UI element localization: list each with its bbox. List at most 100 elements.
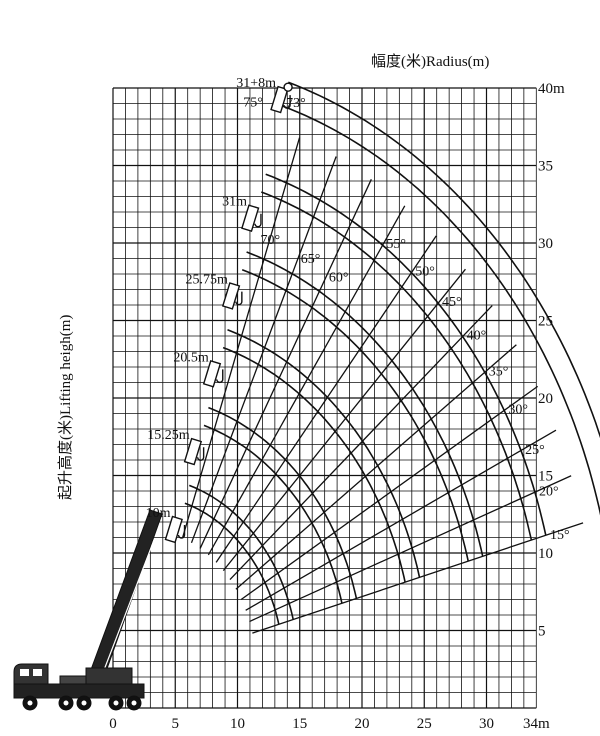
height-axis-title: 起升高度(米)Lifting heigh(m) bbox=[57, 315, 74, 500]
boom-head bbox=[270, 85, 291, 114]
load-envelope-arc bbox=[246, 251, 484, 557]
hook-icon bbox=[254, 213, 262, 228]
boom-angle-line bbox=[207, 205, 406, 556]
boom-length-label: 25.75m bbox=[185, 273, 228, 288]
wheel-hub bbox=[63, 700, 69, 706]
wheel-hub bbox=[113, 700, 119, 706]
crane-truck bbox=[13, 509, 163, 711]
angle-label: 15° bbox=[550, 528, 570, 543]
jib-tip bbox=[283, 82, 293, 92]
load-envelope-arc bbox=[265, 173, 547, 536]
load-envelope-arc bbox=[288, 81, 600, 439]
cab-window bbox=[20, 669, 29, 676]
working-range-envelopes bbox=[184, 81, 600, 625]
boom-angle-line bbox=[181, 137, 301, 539]
boom-angle-line bbox=[249, 475, 572, 623]
grid bbox=[112, 87, 537, 709]
y-tick-label: 20 bbox=[538, 391, 553, 407]
x-tick-label: 30 bbox=[479, 716, 494, 732]
angle-label: 30° bbox=[508, 403, 528, 418]
boom-length-label: 31m bbox=[222, 195, 247, 210]
x-tick-label: 34m bbox=[523, 716, 550, 732]
angle-label: 40° bbox=[467, 328, 487, 343]
boom-angle-line bbox=[240, 385, 539, 601]
boom-head bbox=[221, 282, 243, 310]
diagram-labels: 0 5 10 15 20 25 30 34m 5 10 15 20 25 30 35 40m 15° 20° 25°… bbox=[109, 76, 569, 732]
x-tick-label: 25 bbox=[417, 716, 432, 732]
load-envelope-arc bbox=[188, 484, 294, 620]
boom-head bbox=[183, 437, 205, 466]
y-tick-label: 5 bbox=[538, 624, 546, 640]
boom-head bbox=[241, 204, 262, 232]
boom-angle-line bbox=[235, 344, 517, 590]
wheel-hub bbox=[81, 700, 87, 706]
load-envelope-arc bbox=[241, 269, 469, 562]
boom-head bbox=[164, 515, 186, 544]
angle-label: 55° bbox=[386, 237, 406, 252]
load-envelope-arc bbox=[208, 406, 358, 599]
boom-angle-line bbox=[252, 522, 584, 634]
angle-label: 50° bbox=[415, 264, 435, 279]
crane-chassis bbox=[13, 683, 145, 699]
boom-head-box bbox=[183, 437, 203, 466]
boom-head-box bbox=[202, 359, 222, 388]
crane-cab bbox=[13, 663, 49, 685]
hook-icon bbox=[235, 291, 243, 306]
boom-length-label: 15.25m bbox=[147, 428, 190, 443]
boom-angle-line bbox=[215, 235, 437, 563]
boom-angle-line bbox=[190, 156, 337, 544]
boom-length-label: 20.5m bbox=[173, 350, 209, 365]
load-envelope-arc bbox=[261, 191, 533, 541]
y-tick-label: 25 bbox=[538, 314, 553, 330]
boom-head-box bbox=[221, 282, 241, 310]
boom-angle-line bbox=[199, 179, 372, 549]
boom-angle-line bbox=[222, 268, 466, 572]
boom-positions bbox=[164, 82, 293, 544]
boom-head bbox=[202, 359, 224, 388]
load-envelope-arc bbox=[227, 329, 421, 578]
x-tick-label: 5 bbox=[172, 716, 180, 732]
angle-label: 75° bbox=[243, 95, 263, 110]
angle-label: 73° bbox=[286, 96, 306, 111]
angle-label: 25° bbox=[525, 443, 545, 458]
boom-length-label: 10m bbox=[146, 506, 171, 521]
y-tick-label: 10 bbox=[538, 546, 553, 562]
hook-icon bbox=[283, 95, 291, 109]
boom-angle-line bbox=[245, 429, 557, 611]
boom-angle-line bbox=[229, 305, 493, 581]
wheel-hub bbox=[131, 700, 137, 706]
boom-head-box bbox=[270, 85, 289, 114]
boom-head-box bbox=[164, 515, 183, 544]
load-envelope-arc bbox=[203, 424, 343, 604]
wheel-hub bbox=[27, 700, 33, 706]
load-envelope-arc bbox=[282, 105, 600, 516]
boom-length-label: 31+8m bbox=[236, 76, 276, 91]
hook-icon bbox=[196, 447, 205, 461]
hook-icon bbox=[216, 369, 224, 384]
y-tick-label: 15 bbox=[538, 469, 553, 485]
cab-window bbox=[33, 669, 42, 676]
hook-icon bbox=[177, 525, 186, 539]
load-envelope-arc bbox=[184, 502, 280, 625]
boom-angle-lines bbox=[181, 137, 584, 634]
x-tick-label: 10 bbox=[230, 716, 245, 732]
angle-label: 35° bbox=[489, 364, 509, 379]
y-tick-label: 40m bbox=[538, 81, 565, 97]
boom-head-box bbox=[241, 204, 260, 232]
angle-label: 45° bbox=[442, 295, 462, 310]
angle-label: 65° bbox=[301, 252, 321, 267]
angle-label: 70° bbox=[260, 233, 280, 248]
crane-superstructure bbox=[85, 667, 133, 685]
radius-axis-title: 幅度(米)Radius(m) bbox=[371, 53, 489, 70]
y-tick-label: 30 bbox=[538, 236, 553, 252]
crane-deck bbox=[59, 675, 87, 685]
load-envelope-arc bbox=[222, 346, 406, 583]
angle-label: 60° bbox=[329, 270, 349, 285]
y-tick-label: 35 bbox=[538, 159, 553, 175]
angle-label: 20° bbox=[539, 485, 559, 500]
x-tick-label: 20 bbox=[355, 716, 370, 732]
crane-boom-highlight bbox=[103, 539, 155, 671]
x-tick-label: 0 bbox=[109, 716, 117, 732]
x-tick-label: 15 bbox=[292, 716, 307, 732]
